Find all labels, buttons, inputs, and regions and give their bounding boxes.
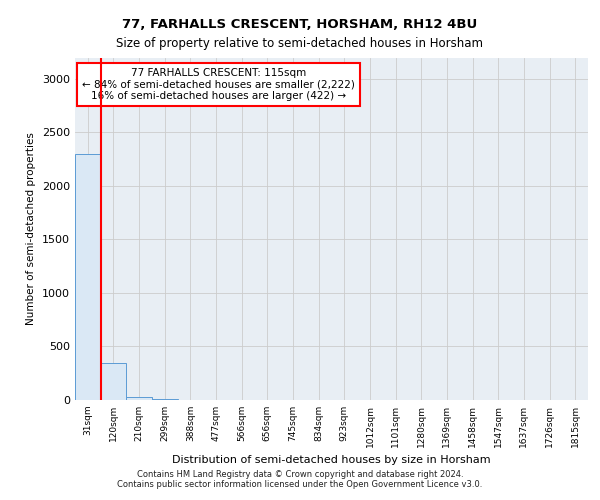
X-axis label: Distribution of semi-detached houses by size in Horsham: Distribution of semi-detached houses by … bbox=[172, 456, 491, 466]
Text: 77 FARHALLS CRESCENT: 115sqm
← 84% of semi-detached houses are smaller (2,222)
1: 77 FARHALLS CRESCENT: 115sqm ← 84% of se… bbox=[82, 68, 355, 101]
Bar bbox=[127, 397, 152, 400]
Y-axis label: Number of semi-detached properties: Number of semi-detached properties bbox=[26, 132, 37, 325]
Text: 77, FARHALLS CRESCENT, HORSHAM, RH12 4BU: 77, FARHALLS CRESCENT, HORSHAM, RH12 4BU bbox=[122, 18, 478, 30]
Bar bbox=[101, 362, 127, 400]
Text: Contains HM Land Registry data © Crown copyright and database right 2024.
Contai: Contains HM Land Registry data © Crown c… bbox=[118, 470, 482, 489]
Bar bbox=[75, 154, 101, 400]
Text: Size of property relative to semi-detached houses in Horsham: Size of property relative to semi-detach… bbox=[116, 38, 484, 51]
